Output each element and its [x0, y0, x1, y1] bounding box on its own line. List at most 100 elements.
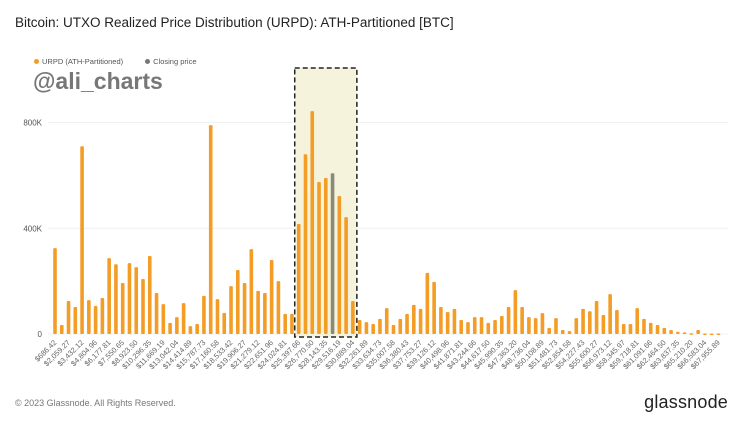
bar — [493, 319, 497, 334]
bar — [242, 282, 247, 334]
bar — [357, 319, 362, 334]
legend: URPD (ATH-Partitioned) Closing price — [34, 57, 197, 66]
legend-label-closing-price: Closing price — [153, 57, 197, 66]
bar — [391, 325, 396, 334]
legend-dot-urpd-icon — [34, 59, 39, 64]
bar — [418, 308, 423, 334]
bar — [371, 323, 375, 334]
bar — [703, 333, 707, 335]
bar — [696, 330, 700, 334]
bar — [540, 313, 545, 334]
bar — [588, 311, 592, 334]
bar — [459, 319, 463, 334]
y-tick-label: 800K — [23, 119, 42, 128]
bar — [445, 312, 450, 334]
bar — [439, 307, 443, 334]
bar — [310, 111, 315, 335]
bar — [554, 318, 558, 334]
bar — [709, 333, 714, 335]
bar — [215, 299, 220, 334]
bar — [378, 318, 382, 334]
bar — [533, 318, 538, 334]
bar — [506, 307, 511, 334]
bar — [303, 154, 308, 334]
bar — [405, 313, 409, 334]
glassnode-logo: glassnode — [644, 392, 728, 412]
bar — [222, 312, 227, 334]
bar — [479, 317, 484, 334]
bar — [425, 272, 430, 334]
bar — [676, 331, 680, 334]
bar — [283, 313, 287, 334]
bar — [147, 256, 152, 334]
bar — [114, 264, 118, 334]
bar — [615, 309, 619, 334]
bar — [127, 263, 132, 334]
bar — [628, 323, 633, 334]
bar — [560, 330, 565, 334]
bar — [59, 325, 64, 334]
y-tick-label: 400K — [23, 224, 42, 233]
bar — [120, 282, 125, 334]
bar — [648, 322, 653, 334]
bar — [669, 330, 673, 334]
bar — [181, 303, 186, 334]
bar — [547, 327, 552, 334]
bar — [256, 290, 260, 334]
legend-item-closing-price[interactable]: Closing price — [145, 57, 197, 66]
bar — [229, 286, 233, 334]
closing-price-bar — [330, 173, 335, 334]
legend-dot-closing-icon — [145, 59, 151, 64]
bar — [296, 224, 301, 334]
legend-label-urpd: URPD (ATH-Partitioned) — [42, 57, 124, 66]
chart-title: Bitcoin: UTXO Realized Price Distributio… — [15, 15, 454, 30]
bar — [188, 326, 193, 334]
bar — [53, 248, 57, 334]
bar — [472, 317, 477, 334]
bar — [208, 125, 213, 334]
bar — [317, 181, 321, 334]
bar — [500, 316, 504, 334]
bar — [168, 322, 172, 334]
bar — [608, 294, 612, 334]
bar — [73, 307, 78, 334]
bar — [337, 195, 342, 334]
bar — [574, 318, 579, 334]
bar — [290, 313, 294, 334]
bar — [655, 325, 660, 334]
bar — [276, 281, 281, 334]
bar — [195, 323, 199, 334]
bar — [384, 308, 389, 334]
bar — [249, 249, 254, 334]
bar — [141, 279, 145, 334]
bar — [432, 281, 436, 334]
bar — [66, 300, 71, 334]
bar — [513, 290, 518, 334]
bar — [486, 322, 491, 334]
bar — [621, 323, 626, 334]
legend-item-urpd[interactable]: URPD (ATH-Partitioned) — [34, 57, 123, 66]
bar — [601, 314, 606, 334]
bar — [452, 308, 457, 334]
bar — [716, 333, 721, 335]
bar — [682, 332, 687, 334]
bar — [80, 146, 84, 334]
bar — [134, 267, 139, 334]
bar — [351, 300, 355, 334]
bar — [100, 298, 105, 334]
bar — [594, 300, 599, 334]
bar — [364, 322, 369, 334]
bar — [87, 300, 91, 334]
bar — [235, 270, 240, 334]
bar — [412, 304, 416, 334]
bar — [642, 318, 646, 334]
bar — [689, 333, 694, 335]
bar — [202, 295, 206, 334]
bar — [269, 259, 274, 334]
watermark: @ali_charts — [33, 68, 163, 94]
bar — [263, 293, 267, 334]
bar — [635, 308, 640, 334]
bar — [154, 293, 159, 334]
